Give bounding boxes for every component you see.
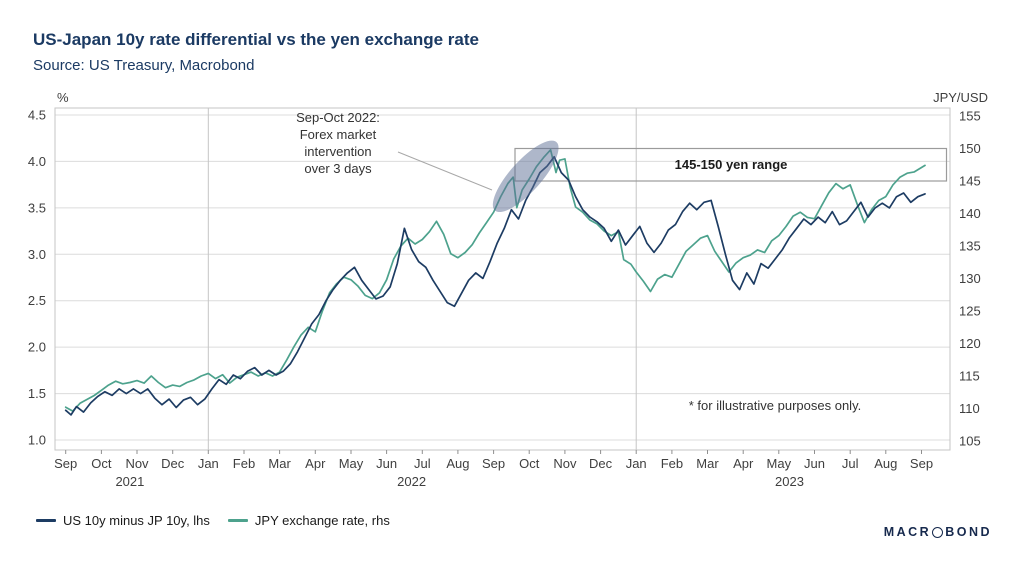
annotation-connector-line (397, 151, 493, 191)
logo-text-prefix: MACR (883, 525, 932, 539)
x-tick-label: Mar (268, 456, 291, 471)
x-tick-label: May (767, 456, 792, 471)
y-left-tick-label: 4.0 (28, 154, 46, 169)
x-tick-label: Oct (91, 456, 112, 471)
y-left-axis-unit: % (57, 90, 69, 105)
series-line-differential (64, 155, 926, 416)
x-tick-label: Sep (910, 456, 933, 471)
y-right-tick-label: 140 (959, 206, 981, 221)
x-tick-label: Sep (482, 456, 505, 471)
x-tick-label: Jun (804, 456, 825, 471)
chart-subtitle: Source: US Treasury, Macrobond (33, 57, 255, 74)
legend-swatch-differential (36, 519, 56, 522)
annotation-line: over 3 days (304, 161, 372, 177)
y-right-tick-label: 145 (959, 174, 981, 189)
x-tick-label: May (339, 456, 364, 471)
legend-label-jpy: JPY exchange rate, rhs (254, 513, 390, 528)
x-tick-label: Sep (54, 456, 77, 471)
y-right-tick-label: 130 (959, 271, 981, 286)
y-right-tick-label: 135 (959, 239, 981, 254)
x-tick-label: Nov (125, 456, 149, 471)
x-tick-label: Feb (233, 456, 255, 471)
annotation-line: Sep-Oct 2022: (296, 110, 380, 125)
intervention-annotation: Sep-Oct 2022: Forex market intervention … (268, 109, 408, 178)
y-right-tick-label: 120 (959, 336, 981, 351)
y-right-axis-unit: JPY/USD (933, 90, 988, 105)
year-label: 2022 (397, 474, 426, 489)
x-tick-label: Aug (446, 456, 469, 471)
x-tick-label: Apr (305, 456, 326, 471)
y-left-tick-label: 3.0 (28, 247, 46, 262)
x-tick-label: Jan (626, 456, 647, 471)
range-box (514, 147, 948, 182)
logo-circle-icon (932, 526, 944, 538)
y-right-tick-label: 105 (959, 434, 981, 449)
x-tick-label: Mar (696, 456, 719, 471)
plot-border (54, 107, 951, 451)
annotation-line: Forex market (299, 127, 377, 143)
intervention-highlight-ellipse (492, 140, 559, 213)
x-tick-label: Jun (376, 456, 397, 471)
y-right-tick-label: 125 (959, 304, 981, 319)
y-right-tick-label: 115 (959, 369, 980, 384)
macrobond-logo: MACR BOND (884, 525, 992, 539)
y-left-tick-label: 1.5 (28, 386, 46, 401)
y-left-tick-label: 1.0 (28, 433, 46, 448)
y-left-tick-label: 2.0 (28, 340, 46, 355)
range-box-label: 145-150 yen range (674, 157, 788, 172)
y-left-tick-label: 4.5 (28, 108, 46, 123)
chart-title: US-Japan 10y rate differential vs the ye… (33, 30, 479, 49)
x-tick-label: Jan (198, 456, 219, 471)
legend-item-jpy: JPY exchange rate, rhs (227, 513, 390, 528)
x-tick-label: Nov (553, 456, 577, 471)
x-tick-label: Dec (161, 456, 185, 471)
y-right-tick-label: 155 (959, 109, 981, 124)
legend-label-differential: US 10y minus JP 10y, lhs (63, 513, 210, 528)
annotation-line: intervention (304, 144, 372, 160)
legend: US 10y minus JP 10y, lhs JPY exchange ra… (36, 513, 390, 528)
x-tick-label: Feb (661, 456, 683, 471)
legend-swatch-jpy (227, 519, 248, 522)
year-label: 2023 (775, 474, 804, 489)
y-right-tick-label: 110 (959, 401, 980, 416)
y-right-tick-label: 150 (959, 141, 981, 156)
x-tick-label: Jul (414, 456, 431, 471)
x-tick-label: Aug (874, 456, 897, 471)
x-tick-label: Oct (519, 456, 540, 471)
illustrative-footnote: * for illustrative purposes only. (688, 398, 862, 413)
y-left-tick-label: 3.5 (28, 200, 46, 215)
y-left-tick-label: 2.5 (28, 293, 46, 308)
legend-item-differential: US 10y minus JP 10y, lhs (36, 513, 210, 528)
year-label: 2021 (115, 474, 144, 489)
x-tick-label: Jul (842, 456, 859, 471)
x-tick-label: Apr (733, 456, 754, 471)
logo-text-suffix: BOND (945, 525, 992, 539)
x-tick-label: Dec (589, 456, 613, 471)
series-line-jpy (64, 148, 926, 412)
